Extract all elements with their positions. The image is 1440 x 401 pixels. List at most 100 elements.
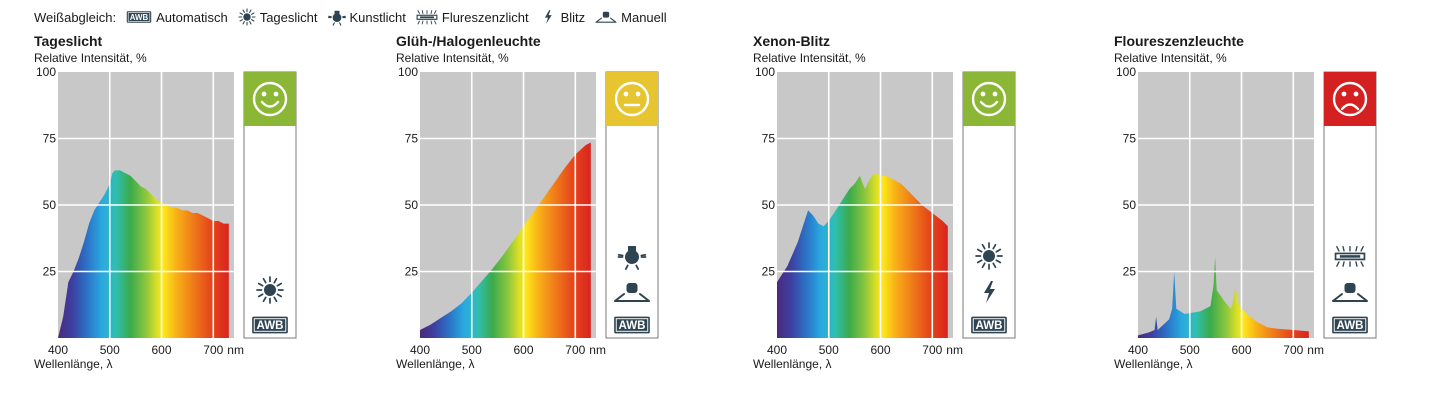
- legend-icon-wrap: [416, 10, 438, 25]
- y-tick-label: 100: [36, 65, 56, 79]
- legend-item: Kunstlicht: [327, 8, 406, 26]
- svg-text:AWB: AWB: [130, 13, 149, 22]
- x-unit-label: nm: [227, 343, 244, 357]
- y-tick-label: 25: [43, 265, 57, 279]
- chart-panel-xenon: 25 50 75 100 400 500 600 700 nm AWB Xenon-Blitz R…: [753, 30, 1083, 390]
- y-tick-label: 100: [398, 65, 418, 79]
- legend-item: Tageslicht: [238, 8, 318, 26]
- svg-text:AWB: AWB: [976, 320, 1003, 332]
- chart-title: Xenon-Blitz: [753, 33, 830, 49]
- y-axis-label: Relative Intensität, %: [396, 51, 509, 65]
- x-tick-label: 700: [1283, 343, 1303, 357]
- x-tick-label: 400: [1128, 343, 1148, 357]
- y-tick-label: 50: [762, 198, 776, 212]
- legend-item-label: Automatisch: [156, 9, 228, 25]
- sun-icon: [975, 242, 1003, 270]
- legend-item: AWB Automatisch: [126, 8, 228, 26]
- sun-icon: [238, 8, 256, 26]
- rating-swatch: [606, 72, 658, 126]
- legend-title: Weißabgleich:: [34, 9, 117, 25]
- spectrum-area: [420, 142, 591, 338]
- svg-text:AWB: AWB: [1337, 320, 1364, 332]
- sun-icon: [256, 276, 284, 304]
- legend-item: Blitz: [539, 8, 586, 26]
- manual-icon: [595, 11, 617, 23]
- legend-item: Manuell: [595, 8, 667, 26]
- flash-icon: [984, 281, 995, 303]
- y-tick-label: 75: [405, 132, 419, 146]
- awb-icon: AWB: [1332, 316, 1368, 334]
- chart-halogen: 25 50 75 100 400 500 600 700 nm AWB: [398, 65, 659, 357]
- x-tick-label: 600: [152, 343, 172, 357]
- legend-item-label: Tageslicht: [259, 9, 318, 25]
- rating-column: [962, 71, 1016, 339]
- smiley-neutral-icon: [614, 81, 650, 117]
- legend-icon-wrap: AWB: [126, 11, 152, 23]
- flash-icon: [544, 10, 552, 24]
- rating-swatch: [244, 72, 296, 126]
- legend-icon-wrap: [544, 10, 552, 24]
- legend-item: Flureszenzlicht: [416, 8, 529, 26]
- chart-fluorescent: 25 50 75 100 400 500 600 700 nm AWB: [1116, 65, 1377, 357]
- legend-icon-wrap: [327, 10, 346, 26]
- svg-text:AWB: AWB: [619, 320, 646, 332]
- y-tick-label: 50: [405, 198, 419, 212]
- x-axis-label: Wellenlänge, λ: [1114, 357, 1193, 371]
- x-axis-label: Wellenlänge, λ: [396, 357, 475, 371]
- chart-panel-halogen: 25 50 75 100 400 500 600 700 nm AWB Glüh-/Halogen…: [396, 30, 726, 390]
- y-tick-label: 25: [405, 265, 419, 279]
- smiley-happy-icon: [252, 81, 288, 117]
- spectrum-area: [777, 173, 948, 338]
- x-axis-label: Wellenlänge, λ: [34, 357, 113, 371]
- x-unit-label: nm: [589, 343, 606, 357]
- rating-swatch: [963, 72, 1015, 126]
- white-balance-legend: Weißabgleich: AWB Automatisch Tageslicht Kun…: [34, 6, 677, 28]
- awb-icon: AWB: [614, 316, 650, 334]
- rating-column: [1323, 71, 1377, 339]
- x-tick-label: 700: [203, 343, 223, 357]
- manual-icon: [1332, 283, 1368, 302]
- x-axis-label: Wellenlänge, λ: [753, 357, 832, 371]
- awb-icon: AWB: [971, 316, 1007, 334]
- svg-text:AWB: AWB: [257, 320, 284, 332]
- x-tick-label: 600: [1232, 343, 1252, 357]
- y-axis-label: Relative Intensität, %: [753, 51, 866, 65]
- legend-item-label: Kunstlicht: [349, 9, 406, 25]
- y-tick-label: 75: [43, 132, 57, 146]
- y-axis-label: Relative Intensität, %: [34, 51, 147, 65]
- fluorescent-icon: [1334, 245, 1366, 267]
- legend-item-label: Manuell: [621, 9, 667, 25]
- spectrum-area: [58, 170, 229, 338]
- legend-item-label: Blitz: [560, 9, 586, 25]
- smiley-happy-icon: [971, 81, 1007, 117]
- rating-swatch: [1324, 72, 1376, 126]
- x-tick-label: 700: [565, 343, 585, 357]
- x-tick-label: 500: [1180, 343, 1200, 357]
- x-tick-label: 700: [922, 343, 942, 357]
- x-unit-label: nm: [946, 343, 963, 357]
- legend-icon-wrap: [238, 8, 256, 26]
- y-tick-label: 25: [1123, 265, 1137, 279]
- bulb-icon: [327, 10, 346, 26]
- legend-icon-wrap: [595, 11, 617, 23]
- chart-panel-daylight: 25 50 75 100 400 500 600 700 nm AWB Tageslicht Re…: [34, 30, 364, 390]
- y-tick-label: 50: [43, 198, 57, 212]
- awb-icon: AWB: [126, 11, 152, 23]
- smiley-sad-icon: [1332, 81, 1368, 117]
- awb-icon: AWB: [252, 316, 288, 334]
- legend-item-label: Flureszenzlicht: [441, 9, 529, 25]
- y-tick-label: 75: [1123, 132, 1137, 146]
- chart-xenon: 25 50 75 100 400 500 600 700 nm AWB: [755, 65, 1016, 357]
- x-tick-label: 600: [871, 343, 891, 357]
- x-tick-label: 500: [819, 343, 839, 357]
- y-tick-label: 100: [755, 65, 775, 79]
- x-tick-label: 500: [462, 343, 482, 357]
- x-unit-label: nm: [1307, 343, 1324, 357]
- x-tick-label: 600: [514, 343, 534, 357]
- y-axis-label: Relative Intensität, %: [1114, 51, 1227, 65]
- x-tick-label: 400: [767, 343, 787, 357]
- x-tick-label: 400: [410, 343, 430, 357]
- y-tick-label: 50: [1123, 198, 1137, 212]
- y-tick-label: 25: [762, 265, 776, 279]
- x-tick-label: 400: [48, 343, 68, 357]
